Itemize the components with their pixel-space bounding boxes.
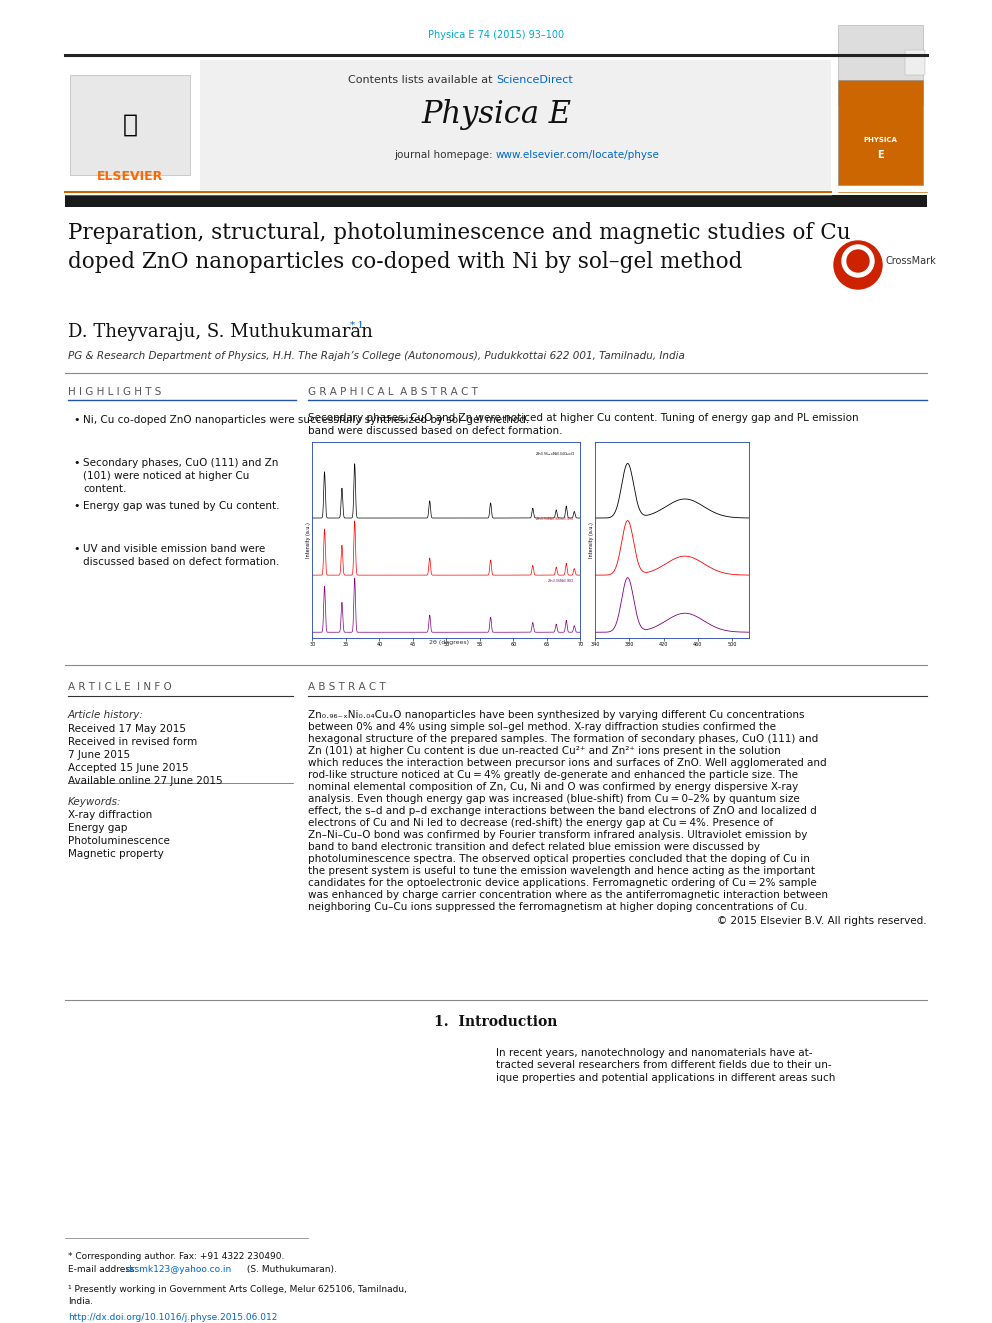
Text: Energy gap: Energy gap bbox=[68, 823, 127, 833]
Text: was enhanced by charge carrier concentration where as the antiferromagnetic inte: was enhanced by charge carrier concentra… bbox=[308, 890, 828, 900]
Text: hexagonal structure of the prepared samples. The formation of secondary phases, : hexagonal structure of the prepared samp… bbox=[308, 734, 818, 744]
Text: analysis. Even though energy gap was increased (blue-shift) from Cu = 0–2% by qu: analysis. Even though energy gap was inc… bbox=[308, 794, 800, 804]
Text: the present system is useful to tune the emission wavelength and hence acting as: the present system is useful to tune the… bbox=[308, 867, 815, 876]
Text: •: • bbox=[73, 544, 79, 554]
Text: 1.  Introduction: 1. Introduction bbox=[434, 1015, 558, 1029]
Text: Secondary phases, CuO and Zn were noticed at higher Cu content. Tuning of energy: Secondary phases, CuO and Zn were notice… bbox=[308, 413, 859, 437]
Text: drsmk123@yahoo.co.in: drsmk123@yahoo.co.in bbox=[126, 1265, 232, 1274]
Text: tracted several researchers from different fields due to their un-: tracted several researchers from differe… bbox=[496, 1061, 831, 1070]
Text: Contents lists available at: Contents lists available at bbox=[348, 75, 496, 85]
Text: journal homepage:: journal homepage: bbox=[394, 149, 496, 160]
Text: (101) were noticed at higher Cu: (101) were noticed at higher Cu bbox=[83, 471, 249, 482]
Text: H I G H L I G H T S: H I G H L I G H T S bbox=[68, 388, 162, 397]
Text: Energy gap was tuned by Cu content.: Energy gap was tuned by Cu content. bbox=[83, 501, 280, 511]
Text: ique properties and potential applications in different areas such: ique properties and potential applicatio… bbox=[496, 1073, 835, 1084]
Text: photoluminescence spectra. The observed optical properties concluded that the do: photoluminescence spectra. The observed … bbox=[308, 855, 809, 864]
FancyBboxPatch shape bbox=[838, 79, 923, 185]
Text: Magnetic property: Magnetic property bbox=[68, 849, 164, 859]
Text: Received in revised form: Received in revised form bbox=[68, 737, 197, 747]
Text: A B S T R A C T: A B S T R A C T bbox=[308, 681, 386, 692]
Text: ScienceDirect: ScienceDirect bbox=[496, 75, 572, 85]
Text: Received 17 May 2015: Received 17 May 2015 bbox=[68, 724, 186, 734]
Text: nominal elemental composition of Zn, Cu, Ni and O was confirmed by energy disper: nominal elemental composition of Zn, Cu,… bbox=[308, 782, 799, 792]
Y-axis label: Intensity (a.u.): Intensity (a.u.) bbox=[589, 521, 594, 558]
FancyBboxPatch shape bbox=[65, 60, 831, 191]
Text: UV and visible emission band were: UV and visible emission band were bbox=[83, 544, 265, 554]
Text: •: • bbox=[73, 501, 79, 511]
FancyBboxPatch shape bbox=[65, 194, 927, 206]
Text: ELSEVIER: ELSEVIER bbox=[97, 171, 163, 184]
Text: (S. Muthukumaran).: (S. Muthukumaran). bbox=[244, 1265, 337, 1274]
Text: band to band electronic transition and defect related blue emission were discuss: band to band electronic transition and d… bbox=[308, 841, 760, 852]
Text: candidates for the optoelectronic device applications. Ferromagnetic ordering of: candidates for the optoelectronic device… bbox=[308, 878, 816, 888]
Text: ¹ Presently working in Government Arts College, Melur 625106, Tamilnadu,: ¹ Presently working in Government Arts C… bbox=[68, 1285, 407, 1294]
FancyBboxPatch shape bbox=[70, 75, 190, 175]
FancyBboxPatch shape bbox=[65, 60, 200, 191]
Text: Physica E: Physica E bbox=[421, 99, 571, 131]
Text: Article history:: Article history: bbox=[68, 710, 144, 720]
Text: www.elsevier.com/locate/physe: www.elsevier.com/locate/physe bbox=[496, 149, 660, 160]
Text: * Corresponding author. Fax: +91 4322 230490.: * Corresponding author. Fax: +91 4322 23… bbox=[68, 1252, 285, 1261]
Text: 7 June 2015: 7 June 2015 bbox=[68, 750, 130, 759]
Text: rod-like structure noticed at Cu = 4% greatly de-generate and enhanced the parti: rod-like structure noticed at Cu = 4% gr… bbox=[308, 770, 798, 781]
Text: between 0% and 4% using simple sol–gel method. X-ray diffraction studies confirm: between 0% and 4% using simple sol–gel m… bbox=[308, 722, 776, 732]
Text: Ni, Cu co-doped ZnO nanoparticles were successfully synthesized by sol–gel metho: Ni, Cu co-doped ZnO nanoparticles were s… bbox=[83, 415, 530, 425]
Circle shape bbox=[834, 241, 882, 288]
Text: Zn–Ni–Cu–O bond was confirmed by Fourier transform infrared analysis. Ultraviole: Zn–Ni–Cu–O bond was confirmed by Fourier… bbox=[308, 830, 807, 840]
Text: $\mathregular{Zn_{0.96-x}Ni_{0.04}Cu_xO}$: $\mathregular{Zn_{0.96-x}Ni_{0.04}Cu_xO}… bbox=[535, 451, 575, 458]
Text: E-mail address:: E-mail address: bbox=[68, 1265, 141, 1274]
FancyBboxPatch shape bbox=[905, 50, 925, 75]
Text: neighboring Cu–Cu ions suppressed the ferromagnetism at higher doping concentrat: neighboring Cu–Cu ions suppressed the fe… bbox=[308, 902, 807, 912]
Text: content.: content. bbox=[83, 484, 126, 493]
Text: Preparation, structural, photoluminescence and magnetic studies of Cu
doped ZnO : Preparation, structural, photoluminescen… bbox=[68, 222, 850, 273]
Text: Photoluminescence: Photoluminescence bbox=[68, 836, 170, 845]
Text: PHYSICA: PHYSICA bbox=[863, 138, 897, 143]
Text: Physica E 74 (2015) 93–100: Physica E 74 (2015) 93–100 bbox=[428, 30, 564, 40]
Text: G R A P H I C A L  A B S T R A C T: G R A P H I C A L A B S T R A C T bbox=[308, 388, 478, 397]
Text: http://dx.doi.org/10.1016/j.physe.2015.06.012: http://dx.doi.org/10.1016/j.physe.2015.0… bbox=[68, 1312, 278, 1322]
Text: *,1: *,1 bbox=[350, 320, 365, 329]
Text: electrons of Cu and Ni led to decrease (red-shift) the energy gap at Cu = 4%. Pr: electrons of Cu and Ni led to decrease (… bbox=[308, 818, 773, 828]
Text: D. Theyvaraju, S. Muthukumaran: D. Theyvaraju, S. Muthukumaran bbox=[68, 323, 373, 341]
Text: 🌿: 🌿 bbox=[122, 112, 138, 138]
Y-axis label: Intensity (a.u.): Intensity (a.u.) bbox=[307, 521, 311, 558]
Circle shape bbox=[847, 250, 869, 273]
Circle shape bbox=[842, 245, 874, 277]
Text: Available online 27 June 2015: Available online 27 June 2015 bbox=[68, 777, 222, 786]
Text: PG & Research Department of Physics, H.H. The Rajah’s College (Autonomous), Pudu: PG & Research Department of Physics, H.H… bbox=[68, 351, 684, 361]
Text: E: E bbox=[877, 149, 883, 160]
Text: Accepted 15 June 2015: Accepted 15 June 2015 bbox=[68, 763, 188, 773]
Text: Secondary phases, CuO (111) and Zn: Secondary phases, CuO (111) and Zn bbox=[83, 458, 279, 468]
Text: $\mathregular{Zn_{0.96}Ni_{0.04}O}$: $\mathregular{Zn_{0.96}Ni_{0.04}O}$ bbox=[548, 578, 575, 586]
Text: Zn₀.₉₆₋ₓNi₀.₀₄CuₓO nanoparticles have been synthesized by varying different Cu c: Zn₀.₉₆₋ₓNi₀.₀₄CuₓO nanoparticles have be… bbox=[308, 710, 805, 720]
Text: © 2015 Elsevier B.V. All rights reserved.: © 2015 Elsevier B.V. All rights reserved… bbox=[717, 916, 927, 926]
Text: CrossMark: CrossMark bbox=[886, 255, 936, 266]
Text: •: • bbox=[73, 415, 79, 425]
Text: •: • bbox=[73, 458, 79, 468]
Text: which reduces the interaction between precursor ions and surfaces of ZnO. Well a: which reduces the interaction between pr… bbox=[308, 758, 826, 767]
Text: discussed based on defect formation.: discussed based on defect formation. bbox=[83, 557, 280, 568]
Text: In recent years, nanotechnology and nanomaterials have at-: In recent years, nanotechnology and nano… bbox=[496, 1048, 812, 1058]
Text: X-ray diffraction: X-ray diffraction bbox=[68, 810, 152, 820]
Text: effect, the s–d and p–d exchange interactions between the band electrons of ZnO : effect, the s–d and p–d exchange interac… bbox=[308, 806, 816, 816]
Text: Zn (101) at higher Cu content is due un-reacted Cu²⁺ and Zn²⁺ ions present in th: Zn (101) at higher Cu content is due un-… bbox=[308, 746, 781, 755]
Text: A R T I C L E  I N F O: A R T I C L E I N F O bbox=[68, 681, 172, 692]
FancyBboxPatch shape bbox=[838, 25, 923, 105]
Text: India.: India. bbox=[68, 1297, 93, 1306]
Text: Keywords:: Keywords: bbox=[68, 796, 121, 807]
Text: $\mathregular{Zn_{0.94}Ni_{0.04}Cu_{0.02}O}$: $\mathregular{Zn_{0.94}Ni_{0.04}Cu_{0.02… bbox=[535, 515, 575, 523]
Text: 2θ (degrees): 2θ (degrees) bbox=[430, 640, 469, 646]
